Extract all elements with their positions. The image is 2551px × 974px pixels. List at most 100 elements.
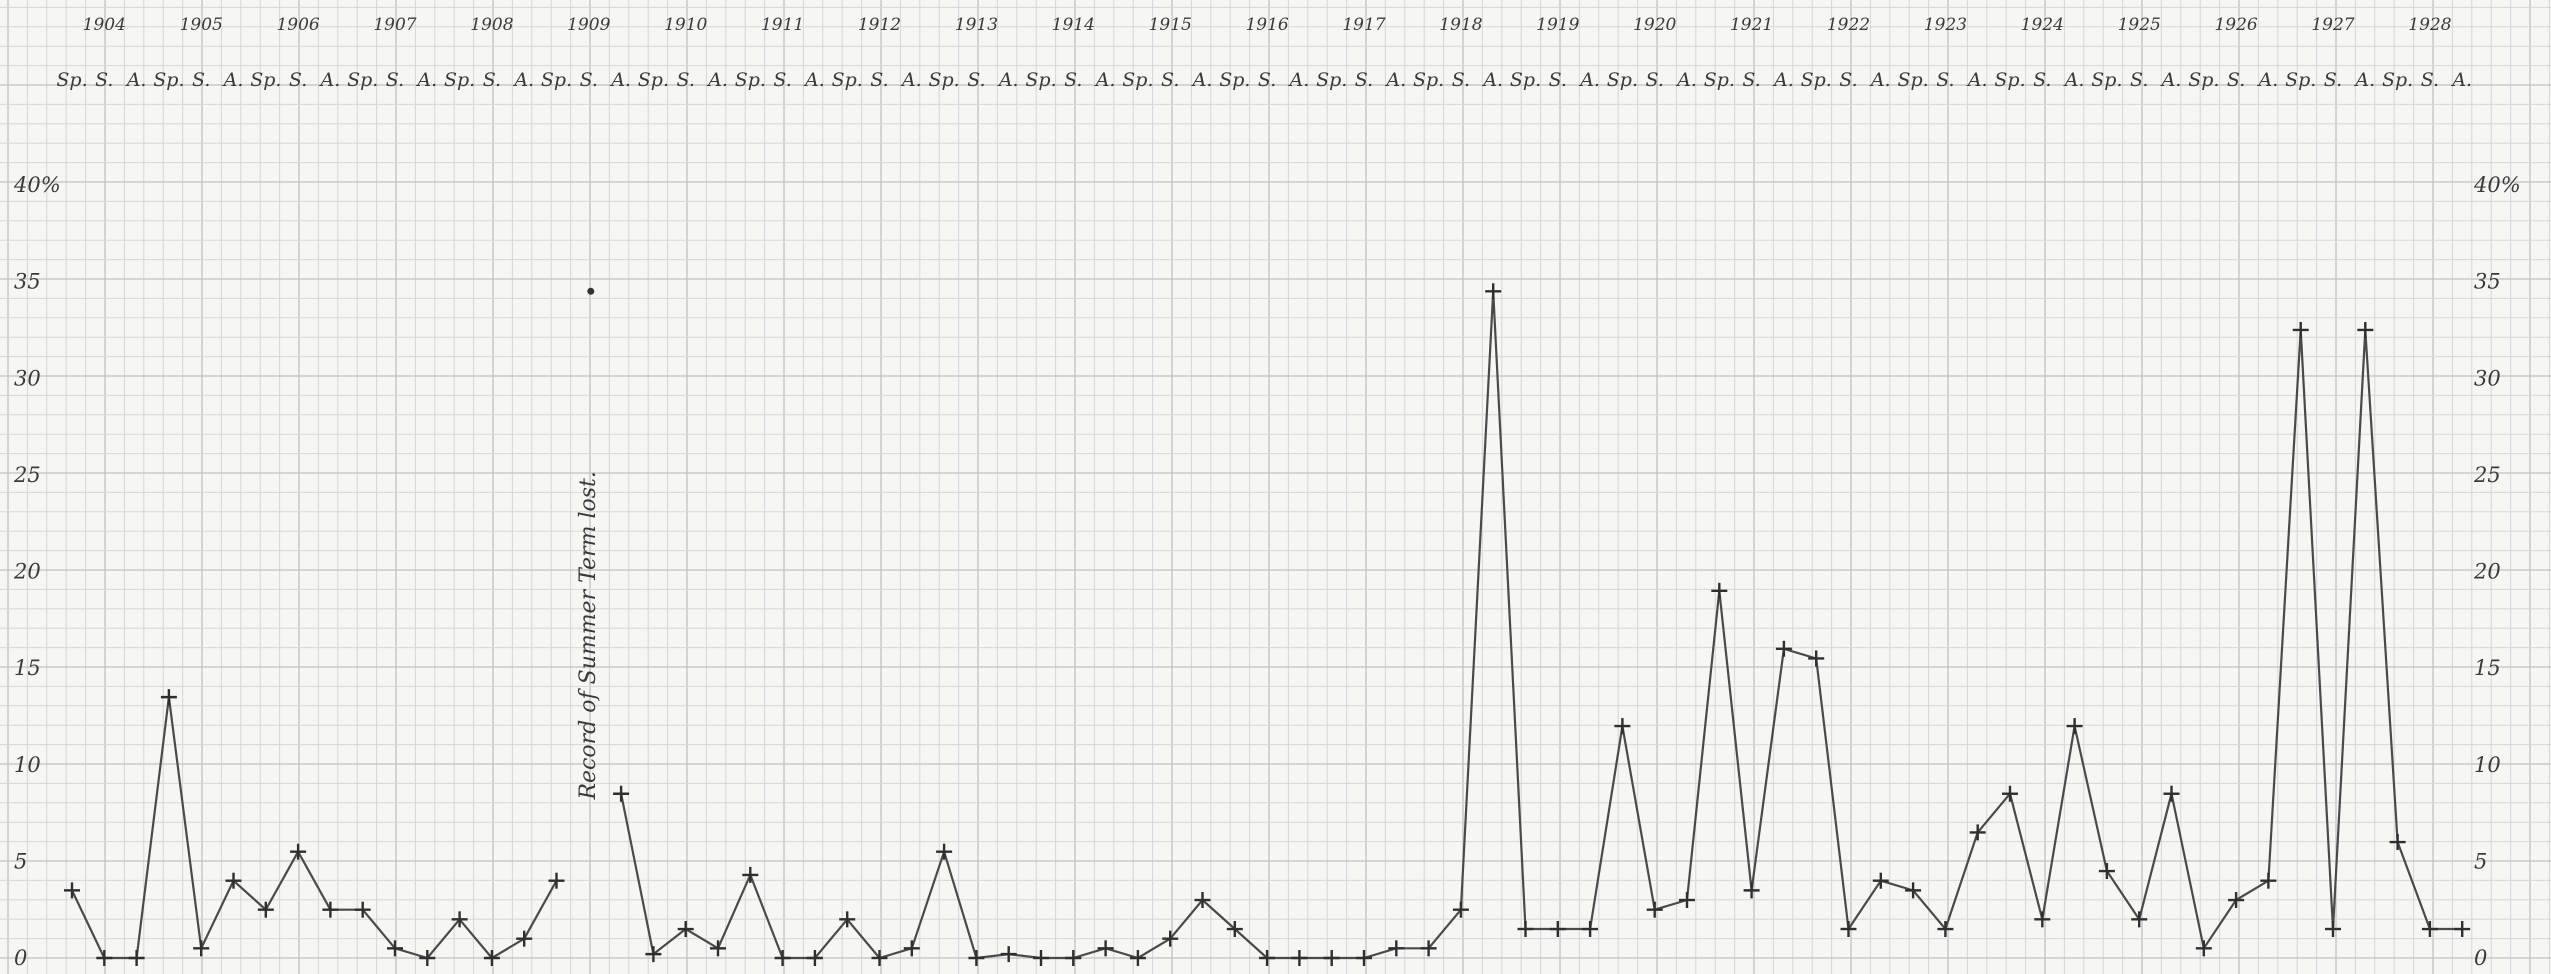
annotation-dot xyxy=(587,287,595,295)
term-label: S. xyxy=(1355,69,1373,91)
term-label: S. xyxy=(289,69,307,91)
annotation-text: Record of Summer Term lost. xyxy=(576,471,601,800)
data-point xyxy=(742,866,759,883)
term-label: A. xyxy=(222,69,244,91)
term-label: Sp. xyxy=(1316,69,1347,91)
y-tick-label-right: 25 xyxy=(2473,463,2501,487)
term-label: S. xyxy=(1064,69,1082,91)
term-label: Sp. xyxy=(2382,69,2413,91)
year-label: 1928 xyxy=(2408,15,2451,35)
y-tick-label-right: 35 xyxy=(2474,270,2501,294)
term-label: Sp. xyxy=(1510,69,1541,91)
data-point xyxy=(2131,911,2148,928)
term-label: Sp. xyxy=(347,69,378,91)
year-label: 1912 xyxy=(858,15,901,35)
year-label: 1917 xyxy=(1342,15,1385,35)
term-label: Sp. xyxy=(1704,69,1735,91)
data-point xyxy=(1452,901,1469,918)
term-label: A. xyxy=(2063,69,2085,91)
year-label: 1926 xyxy=(2214,15,2257,35)
y-tick-label-left: 35 xyxy=(14,270,41,294)
term-label: A. xyxy=(1675,69,1697,91)
term-label: A. xyxy=(2160,69,2182,91)
data-point xyxy=(806,950,823,966)
term-label: Sp. xyxy=(2285,69,2316,91)
year-label: 1911 xyxy=(761,15,804,35)
data-point xyxy=(2389,834,2406,851)
year-label: 1924 xyxy=(2021,15,2064,35)
y-tick-label-right: 40% xyxy=(2473,173,2521,197)
term-label: A. xyxy=(2450,69,2472,91)
year-label: 1904 xyxy=(83,15,126,35)
data-point xyxy=(1162,930,1179,947)
term-label: A. xyxy=(125,69,147,91)
term-label: S. xyxy=(2033,69,2051,91)
term-label: S. xyxy=(1258,69,1276,91)
y-tick-label-right: 30 xyxy=(2474,366,2501,390)
y-tick-label-left: 0 xyxy=(14,946,27,970)
data-point xyxy=(871,950,888,966)
data-point xyxy=(483,950,500,966)
year-label: 1925 xyxy=(2118,15,2161,35)
term-label: S. xyxy=(95,69,113,91)
year-label: 1921 xyxy=(1730,15,1773,35)
term-label: S. xyxy=(2324,69,2342,91)
data-point xyxy=(1388,940,1405,957)
term-label: S. xyxy=(2130,69,2148,91)
year-label: 1923 xyxy=(1924,15,1967,35)
year-label: 1913 xyxy=(955,15,998,35)
term-label: S. xyxy=(2421,69,2439,91)
y-tick-label-left: 40% xyxy=(13,173,61,197)
term-label: A. xyxy=(2353,69,2375,91)
data-point xyxy=(322,901,339,918)
data-point xyxy=(548,872,565,889)
term-label: S. xyxy=(386,69,404,91)
term-label: Sp. xyxy=(1025,69,1056,91)
data-point xyxy=(2325,921,2341,938)
data-point xyxy=(354,901,371,918)
data-point xyxy=(1743,882,1760,899)
data-point xyxy=(774,950,791,966)
term-label: A. xyxy=(1288,69,1310,91)
term-label: S. xyxy=(870,69,888,91)
plot-area: Record of Summer Term lost. xyxy=(64,283,2471,966)
data-point xyxy=(1000,946,1017,963)
term-label: A. xyxy=(803,69,825,91)
term-label: Sp. xyxy=(1413,69,1444,91)
data-point xyxy=(64,882,80,899)
data-point xyxy=(2421,921,2438,938)
data-point xyxy=(451,911,468,928)
term-label: S. xyxy=(1161,69,1179,91)
term-label: A. xyxy=(1966,69,1988,91)
term-label: A. xyxy=(609,69,631,91)
year-label: 1909 xyxy=(567,15,610,35)
data-point xyxy=(1775,640,1792,657)
data-point xyxy=(2292,321,2309,338)
term-label: S. xyxy=(1742,69,1760,91)
data-point xyxy=(1614,718,1631,735)
data-point xyxy=(257,901,274,918)
term-label: Sp. xyxy=(2091,69,2122,91)
term-label: S. xyxy=(580,69,598,91)
term-label: Sp. xyxy=(56,69,87,91)
data-point xyxy=(2098,863,2115,880)
term-label: A. xyxy=(2257,69,2279,91)
y-tick-label-right: 20 xyxy=(2473,560,2501,584)
data-point xyxy=(2357,321,2374,338)
data-point xyxy=(710,940,726,957)
data-point xyxy=(1356,950,1372,966)
y-tick-label-left: 20 xyxy=(13,560,41,584)
year-label: 1905 xyxy=(180,15,223,35)
term-label: Sp. xyxy=(1897,69,1928,91)
year-label: 1907 xyxy=(373,15,416,35)
term-label: A. xyxy=(512,69,534,91)
data-point xyxy=(903,940,920,957)
data-point xyxy=(1808,650,1825,667)
term-label: Sp. xyxy=(638,69,669,91)
data-point xyxy=(290,843,307,860)
term-label: Sp. xyxy=(1994,69,2025,91)
term-label: Sp. xyxy=(928,69,959,91)
data-point xyxy=(936,843,953,860)
data-point xyxy=(96,950,113,966)
